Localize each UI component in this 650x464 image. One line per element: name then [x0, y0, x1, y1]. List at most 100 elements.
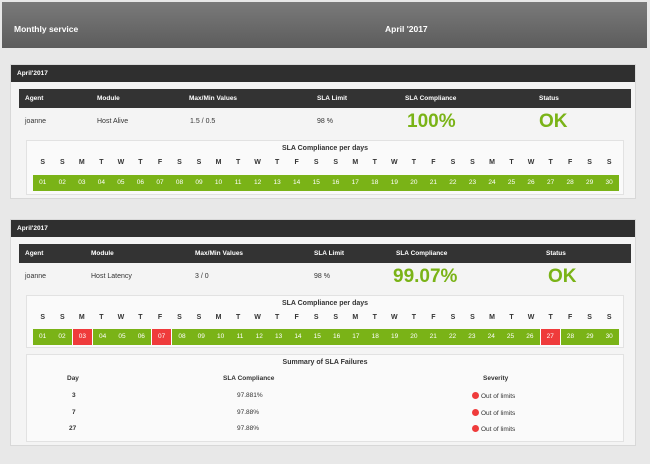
day-cell: 16: [332, 179, 340, 186]
weekday-label: F: [431, 314, 436, 321]
col-sla-limit: SLA Limit: [317, 95, 348, 102]
days-calendar: SLA Compliance per days S S M T W T F S S M T W T F S S…: [26, 140, 624, 195]
summary-row: 7 97.88% Out of limits: [27, 409, 623, 423]
day-cell: 17: [351, 179, 359, 186]
col-status: Status: [539, 95, 559, 102]
weekday-label: T: [411, 314, 416, 321]
day-cell: 24: [487, 333, 495, 340]
day-cell: 11: [236, 333, 244, 340]
day-cell: 29: [586, 333, 594, 340]
weekday-label: W: [254, 159, 261, 166]
panel-title: April'2017: [11, 65, 635, 82]
weekday-label: S: [606, 159, 612, 166]
day-cell: 15: [313, 333, 321, 340]
severity-dot-icon: [472, 425, 479, 432]
weekday-label: S: [59, 314, 65, 321]
summary-compliance: 97.881%: [237, 392, 263, 399]
sla-table-header: Agent Module Max/Min Values SLA Limit SL…: [19, 244, 631, 263]
sla-panel-host-alive: April'2017 Agent Module Max/Min Values S…: [10, 64, 636, 199]
day-cell: 28: [566, 333, 575, 340]
weekday-label: W: [527, 314, 535, 321]
summary-day: 3: [72, 392, 76, 399]
weekday-label: W: [117, 159, 125, 166]
compliance-value: 99.07%: [393, 266, 458, 287]
day-cell: 26: [527, 179, 535, 186]
report-period: April '2017: [385, 24, 428, 34]
weekday-label: M: [215, 314, 222, 321]
day-cell: 09: [197, 333, 205, 340]
sla-table-header: Agent Module Max/Min Values SLA Limit SL…: [19, 89, 631, 108]
days-calendar-title: SLA Compliance per days: [281, 145, 369, 152]
weekday-label: S: [177, 159, 182, 166]
compliance-value: 100%: [407, 111, 456, 132]
day-cell: 01: [39, 179, 47, 186]
weekday-label: S: [313, 314, 319, 321]
weekday-label: M: [215, 159, 222, 166]
weekday-label: W: [391, 314, 398, 321]
weekday-label: S: [470, 314, 475, 321]
day-cell: 16: [332, 333, 341, 340]
day-cell: 21: [429, 333, 437, 340]
day-cell: 25: [506, 333, 515, 340]
weekday-label: F: [157, 159, 163, 166]
weekday-label: S: [196, 159, 202, 166]
weekday-label: S: [196, 314, 202, 321]
day-cell: 11: [234, 179, 242, 186]
day-cell: 25: [507, 179, 516, 186]
weekday-label: T: [509, 159, 514, 166]
day-cell: 19: [390, 179, 398, 186]
day-cell: 06: [137, 333, 145, 340]
weekday-label: F: [567, 159, 573, 166]
status-value: OK: [539, 111, 568, 132]
day-cell: 30: [605, 179, 613, 186]
weekday-label: T: [99, 159, 104, 166]
col-agent: Agent: [25, 95, 44, 102]
day-cell: 22: [448, 333, 457, 340]
col-status: Status: [546, 250, 566, 257]
summary-compliance: 97.88%: [237, 425, 260, 432]
weekday-label: F: [431, 159, 436, 166]
weekday-label: W: [391, 159, 398, 166]
weekday-label: T: [509, 314, 514, 321]
weekday-label: W: [254, 314, 261, 321]
day-cell: 18: [371, 333, 379, 340]
day-cell: 13: [273, 179, 281, 186]
day-cell: 17: [352, 333, 360, 340]
day-cell: 23: [468, 333, 476, 340]
weekday-label: M: [489, 159, 495, 166]
summary-col-day: Day: [67, 375, 79, 382]
weekday-label: S: [450, 314, 456, 321]
weekday-label: M: [78, 159, 85, 166]
severity-dot-icon: [472, 392, 479, 399]
summary-header: Day SLA Compliance Severity: [27, 375, 623, 389]
severity-dot-icon: [472, 409, 479, 416]
day-cell: 12: [255, 333, 263, 340]
weekday-label: S: [333, 159, 339, 166]
sla-limit-value: 98 %: [314, 273, 330, 280]
weekday-label: T: [235, 159, 241, 166]
weekday-label: S: [40, 314, 46, 321]
day-cell: 29: [586, 179, 594, 186]
days-calendar: SLA Compliance per days S S M T W T F S S M T W T F S S…: [26, 295, 624, 348]
status-value: OK: [548, 266, 577, 287]
day-row: 01 02 03 04 05 06 07 08 09 10 11 12 13 14 15 16 17 18 19 20…: [33, 329, 619, 345]
day-row: 01 02 03 04 05 06 07 08 09 10 11 12 13 14 15 16 17 18 19 20…: [33, 175, 619, 191]
day-cell: 12: [253, 179, 262, 186]
day-cell: 03: [78, 179, 86, 186]
weekday-label: S: [177, 314, 182, 321]
day-cell: 15: [312, 179, 320, 186]
days-calendar-title: SLA Compliance per days: [281, 300, 369, 307]
weekday-label: T: [372, 159, 377, 166]
agent-value: joanne: [25, 118, 47, 125]
day-cell-failed: 07: [150, 329, 173, 345]
agent-value: joanne: [25, 273, 47, 280]
day-cell: 27: [546, 179, 555, 186]
sla-table-row: joanne Host Alive 1.5 / 0.5 98 % 100% OK: [19, 108, 631, 136]
day-cell: 05: [118, 333, 126, 340]
maxmin-value: 1.5 / 0.5: [190, 118, 216, 125]
day-cell: 02: [58, 179, 66, 186]
weekday-label: T: [235, 314, 241, 321]
weekday-label: M: [352, 314, 359, 321]
